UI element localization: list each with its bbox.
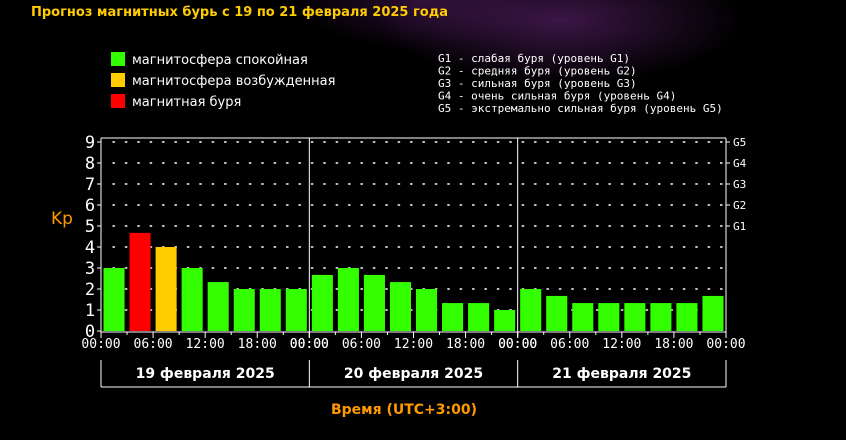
- bar-day2-3: [363, 274, 385, 331]
- bar-day1-2: [129, 232, 151, 331]
- x-tick-label-d2-3: 18:00: [446, 337, 485, 352]
- bar-day1-7: [259, 289, 281, 331]
- legend-swatch-1: [111, 73, 125, 87]
- x-tick-label-d2-1: 06:00: [342, 337, 381, 352]
- right-tick-label-G4: G4: [733, 157, 747, 170]
- y-tick-label-6: 6: [85, 196, 95, 216]
- legend-label-1: магнитосфера возбужденная: [132, 74, 335, 89]
- legend-label-0: магнитосфера спокойная: [132, 53, 308, 68]
- bar-day1-5: [207, 282, 229, 331]
- legend-swatch-2: [111, 94, 125, 108]
- g-level-item-1: G2 - средняя буря (уровень G2): [438, 65, 637, 78]
- x-tick-label-d1-0: 00:00: [81, 337, 120, 352]
- y-tick-label-3: 3: [85, 259, 95, 279]
- legend-label-2: магнитная буря: [132, 95, 241, 110]
- bar-day2-5: [416, 289, 438, 331]
- right-tick-label-G1: G1: [733, 220, 746, 233]
- bar-day3-3: [572, 303, 594, 331]
- x-tick-label-d3-4: 00:00: [706, 337, 745, 352]
- x-axis-label: Время (UTC+3:00): [331, 402, 477, 418]
- bar-day2-2: [337, 268, 359, 331]
- bar-day1-1: [103, 268, 125, 331]
- y-tick-label-2: 2: [85, 280, 95, 300]
- bar-day3-5: [624, 303, 646, 331]
- g-level-item-2: G3 - сильная буря (уровень G3): [438, 77, 637, 90]
- legend: магнитосфера спокойная магнитосфера возбу…: [111, 52, 335, 110]
- y-tick-label-1: 1: [85, 301, 95, 321]
- y-tick-label-4: 4: [85, 238, 95, 258]
- day-label-2: 20 февраля 2025: [344, 366, 483, 382]
- y-tick-label-9: 9: [85, 133, 95, 153]
- right-tick-label-G2: G2: [733, 199, 746, 212]
- right-tick-label-G3: G3: [733, 178, 746, 191]
- x-tick-label-d3-0: 00:00: [498, 337, 537, 352]
- x-tick-label-d3-1: 06:00: [550, 337, 589, 352]
- x-tick-label-d3-3: 18:00: [654, 337, 693, 352]
- y-tick-label-0: 0: [85, 322, 95, 342]
- x-tick-label-d1-4: 00:00: [290, 337, 329, 352]
- bar-day3-4: [598, 303, 620, 331]
- bar-day3-7: [676, 303, 698, 331]
- bar-day3-1: [520, 289, 542, 331]
- bar-day3-6: [650, 303, 672, 331]
- day-label-1: 19 февраля 2025: [136, 366, 275, 382]
- bar-day2-1: [311, 274, 333, 331]
- g-level-item-3: G4 - очень сильная буря (уровень G4): [438, 90, 676, 103]
- bar-day2-8: [494, 310, 516, 331]
- bar-day2-7: [468, 303, 490, 331]
- g-level-legend: G1 - слабая буря (уровень G1)G2 - средня…: [438, 52, 723, 115]
- bar-day2-6: [442, 303, 464, 331]
- x-tick-label-d1-2: 12:00: [186, 337, 225, 352]
- g-level-item-4: G5 - экстремально сильная буря (уровень …: [438, 102, 723, 115]
- bar-day1-3: [155, 247, 177, 331]
- x-tick-label-d2-0: 00:00: [290, 337, 329, 352]
- y-tick-label-8: 8: [85, 154, 95, 174]
- day-label-3: 21 февраля 2025: [552, 366, 691, 382]
- legend-swatch-0: [111, 52, 125, 66]
- x-tick-label-d1-3: 18:00: [238, 337, 277, 352]
- bar-day1-4: [181, 268, 203, 331]
- right-tick-label-G5: G5: [733, 136, 746, 149]
- g-level-item-0: G1 - слабая буря (уровень G1): [438, 52, 630, 65]
- bar-day1-6: [233, 289, 255, 331]
- grid: [112, 141, 723, 311]
- x-tick-label-d2-4: 00:00: [498, 337, 537, 352]
- y-tick-label-5: 5: [85, 217, 95, 237]
- y-tick-label-7: 7: [85, 175, 95, 195]
- chart-title: Прогноз магнитных бурь с 19 по 21 феврал…: [31, 5, 448, 20]
- x-tick-label-d1-1: 06:00: [134, 337, 173, 352]
- bar-day1-8: [285, 289, 307, 331]
- y-axis-label: Kp: [51, 209, 73, 229]
- bar-day2-4: [389, 282, 411, 331]
- x-tick-label-d3-2: 12:00: [602, 337, 641, 352]
- bars: [103, 232, 724, 331]
- bar-day3-8: [702, 295, 724, 331]
- x-tick-label-d2-2: 12:00: [394, 337, 433, 352]
- bar-day3-2: [546, 295, 568, 331]
